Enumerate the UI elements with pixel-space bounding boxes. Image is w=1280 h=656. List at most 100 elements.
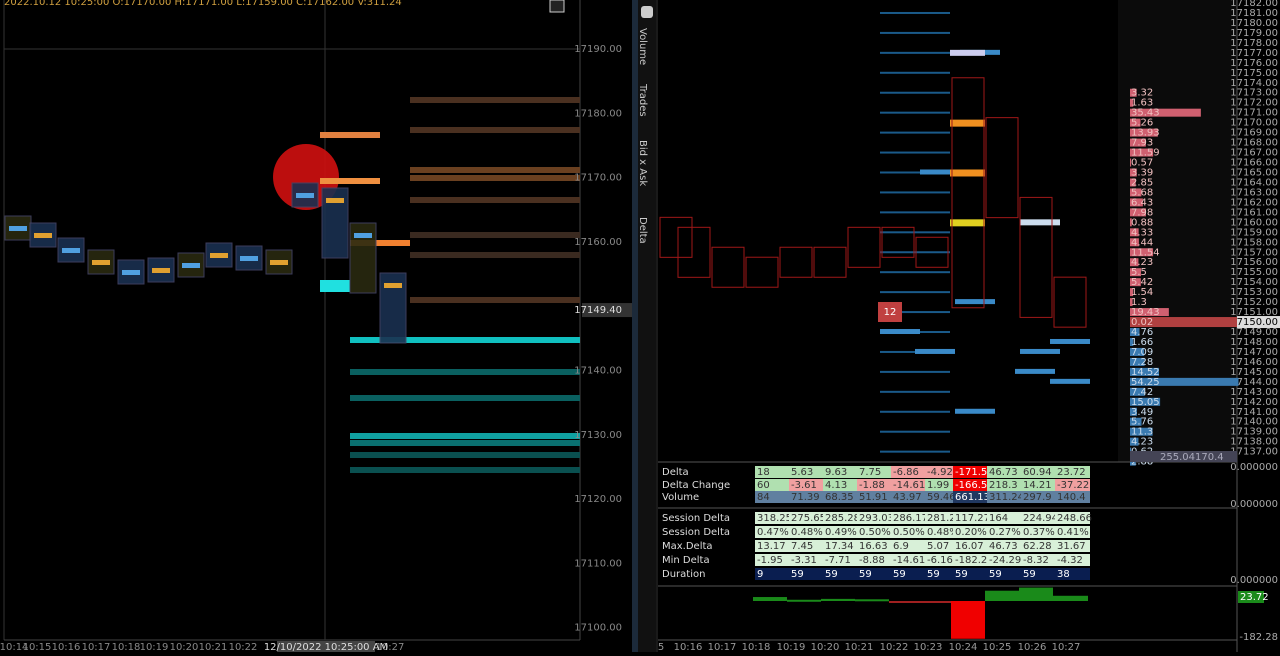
cell: 164 — [989, 513, 1008, 524]
volume-bar — [950, 219, 985, 226]
delta-bar — [753, 597, 787, 601]
cell: 38 — [1057, 569, 1070, 580]
delta-bar — [923, 601, 951, 603]
cell: 59 — [859, 569, 872, 580]
volume-profile — [410, 197, 580, 203]
price-label: 17140.00 — [574, 366, 622, 377]
toolbar-tab[interactable]: Delta — [637, 217, 648, 244]
cell: 46.73 — [989, 467, 1018, 478]
time-label: 10:26 — [1018, 642, 1047, 652]
cell: 59 — [955, 569, 968, 580]
volume-bar — [955, 409, 995, 414]
marker: 12 — [884, 307, 897, 318]
cell: 4.13 — [825, 480, 847, 491]
cell — [210, 253, 228, 258]
cell: -6.86 — [893, 467, 919, 478]
cell: 0.41% — [1057, 527, 1089, 538]
time-label: 5 — [658, 642, 664, 652]
cell: 46.73 — [989, 541, 1018, 552]
cell: 7.75 — [859, 467, 881, 478]
volume-bar — [1015, 369, 1055, 374]
volume-profile — [410, 127, 580, 133]
volume-bar — [915, 349, 955, 354]
scroll-button[interactable] — [550, 0, 564, 12]
level-bar — [880, 431, 950, 433]
cell: -7.71 — [825, 555, 851, 566]
level-bar — [880, 291, 950, 293]
volume-bar — [320, 280, 350, 292]
settings-icon[interactable] — [641, 6, 653, 18]
time-label: 10:20 — [170, 642, 199, 652]
cell: 84 — [757, 492, 770, 503]
row-label: Session Delta — [662, 527, 730, 538]
profile-footer: 255.04170.4 — [1160, 452, 1224, 463]
cell: 0.27% — [989, 527, 1021, 538]
level-bar — [880, 52, 950, 54]
time-label: 10:15 — [23, 642, 52, 652]
level-bar — [880, 211, 950, 213]
volume-bar — [950, 50, 985, 56]
cell: 293.03 — [859, 513, 894, 524]
level-bar — [880, 32, 950, 34]
cell — [9, 226, 27, 231]
cell: -1.95 — [757, 555, 783, 566]
cell: 224.94 — [1023, 513, 1058, 524]
cursor-time: 12/10/2022 10:25:00 AM — [264, 642, 388, 652]
cell: 51.91 — [859, 492, 888, 503]
level-bar — [880, 391, 950, 393]
cell: 318.25 — [757, 513, 792, 524]
delta-bar — [787, 600, 821, 602]
cell: 71.39 — [791, 492, 820, 503]
cell — [152, 268, 170, 273]
chart-header: 2022.10.12 10:25:00 O:17170.00 H:17171.0… — [4, 0, 402, 8]
cell — [122, 270, 140, 275]
volume-profile — [410, 297, 580, 303]
time-label: 10:19 — [777, 642, 806, 652]
toolbar-tab[interactable]: Bid x Ask — [637, 140, 648, 186]
volume-profile — [350, 369, 580, 375]
cell: 140.4 — [1057, 492, 1086, 503]
cell: 0.50% — [859, 527, 891, 538]
delta-bar — [1019, 588, 1053, 601]
row-label: Delta Change — [662, 480, 730, 491]
current-price: 17150.00 — [1230, 317, 1278, 328]
time-label: 10:27 — [1052, 642, 1081, 652]
cell: 285.28 — [825, 513, 860, 524]
cell: -14.61 — [893, 555, 925, 566]
cell: 31.67 — [1057, 541, 1086, 552]
volume-profile — [410, 167, 580, 173]
cell: 17.34 — [825, 541, 854, 552]
cell: 59 — [825, 569, 838, 580]
price-label: 17180.00 — [574, 108, 622, 119]
cell: 60.94 — [1023, 467, 1052, 478]
cell — [34, 233, 52, 238]
level-bar — [880, 231, 950, 233]
level-bar — [880, 12, 950, 14]
cell: -3.61 — [791, 480, 817, 491]
cell: 286.17 — [893, 513, 928, 524]
level-bar — [880, 371, 950, 373]
cell — [270, 260, 288, 265]
time-label: 10:18 — [112, 642, 141, 652]
cell: -1.88 — [859, 480, 885, 491]
delta-bar — [951, 601, 985, 639]
axis-label: 0.000000 — [1230, 575, 1278, 586]
volume-profile — [410, 97, 580, 103]
price-label: 17130.00 — [574, 430, 622, 441]
time-label: 10:23 — [914, 642, 943, 652]
volume-bar — [320, 178, 380, 184]
level-bar — [880, 72, 950, 74]
level-bar — [880, 132, 950, 134]
price-label: 17110.00 — [574, 558, 622, 569]
cell: 16.07 — [955, 541, 984, 552]
toolbar-tab[interactable]: Volume — [637, 28, 648, 65]
cell: 0.48% — [791, 527, 823, 538]
axis-label: 0.000000 — [1230, 462, 1278, 473]
time-label: 10:21 — [845, 642, 874, 652]
cell: 311.24 — [989, 492, 1024, 503]
toolbar-tab[interactable]: Trades — [637, 83, 648, 117]
cell: -8.32 — [1023, 555, 1049, 566]
level-bar — [880, 271, 950, 273]
cell: 23.72 — [1057, 467, 1086, 478]
level-bar — [880, 451, 950, 453]
